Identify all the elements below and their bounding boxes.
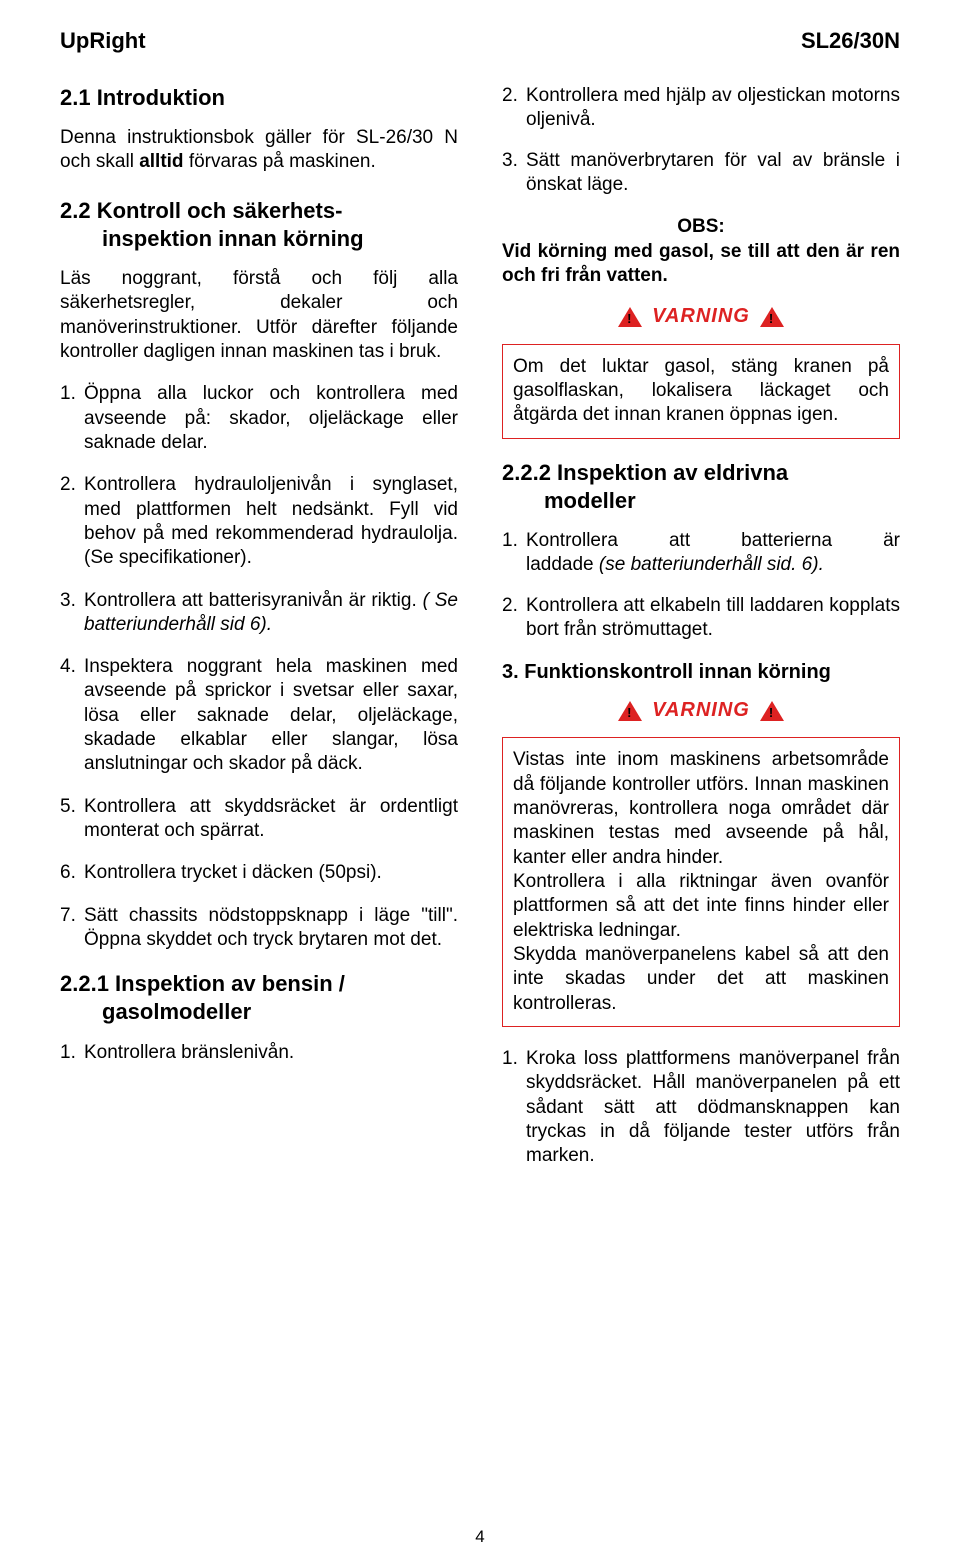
list-top-right: 2.Kontrollera med hjälp av oljestickan m… — [502, 84, 900, 197]
list-item: 1.Kontrollera att batterierna är laddade… — [502, 529, 900, 578]
obs-body: Vid körning med gasol, se till att den ä… — [502, 240, 900, 289]
heading-2-2: 2.2 Kontroll och säkerhets- inspektion i… — [60, 197, 458, 253]
list-item: 1.Kontrollera bränslenivån. — [60, 1041, 458, 1065]
heading-2-2-1-line1: 2.2.1 Inspektion av bensin / — [60, 971, 345, 996]
warning-badge-2: VARNING — [591, 698, 811, 724]
page-number: 4 — [475, 1527, 484, 1547]
list-item: 3.Sätt manöverbrytaren för val av bränsl… — [502, 149, 900, 198]
warning-triangle-icon — [618, 307, 642, 327]
list-2-2-2: 1.Kontrollera att batterierna är laddade… — [502, 529, 900, 642]
page-header: UpRight SL26/30N — [60, 28, 900, 54]
list-item: 5.Kontrollera att skyddsräcket är ordent… — [60, 795, 458, 844]
heading-2-2-line1: 2.2 Kontroll och säkerhets- — [60, 198, 342, 223]
warning-triangle-icon — [760, 307, 784, 327]
list-item: 2.Kontrollera hydrauloljenivån i synglas… — [60, 473, 458, 570]
intro-paragraph: Denna instruktionsbok gäller för SL-26/3… — [60, 126, 458, 175]
list-item: 2.Kontrollera att elkabeln till laddaren… — [502, 594, 900, 643]
warning-box-1: Om det luktar gasol, stäng kranen på gas… — [502, 344, 900, 439]
list-3: 1.Kroka loss plattformens manöverpanel f… — [502, 1047, 900, 1169]
heading-2-1: 2.1 Introduktion — [60, 84, 458, 112]
list-item: 2.Kontrollera med hjälp av oljestickan m… — [502, 84, 900, 133]
header-right: SL26/30N — [801, 28, 900, 54]
warning-box-2: Vistas inte inom maskinens arbetsområde … — [502, 737, 900, 1026]
list-item: 4.Inspektera noggrant hela maskinen med … — [60, 655, 458, 777]
obs-title: OBS: — [502, 215, 900, 239]
heading-2-2-1: 2.2.1 Inspektion av bensin / gasolmodell… — [60, 970, 458, 1026]
heading-func-control: 3. Funktionskontroll innan körning — [502, 660, 900, 686]
heading-2-2-2-line2: modeller — [502, 487, 900, 515]
warning-triangle-icon — [618, 701, 642, 721]
warning-triangle-icon — [760, 701, 784, 721]
warning-label: VARNING — [652, 698, 750, 724]
list-2-2-1: 1.Kontrollera bränslenivån. — [60, 1041, 458, 1065]
list-2-2: 1.Öppna alla luckor och kontrollera med … — [60, 382, 458, 952]
paragraph-2-2: Läs noggrant, förstå och följ alla säker… — [60, 267, 458, 364]
warning-badge-1: VARNING — [591, 304, 811, 330]
obs-block: OBS: Vid körning med gasol, se till att … — [502, 215, 900, 288]
list-item: 1.Kroka loss plattformens manöverpanel f… — [502, 1047, 900, 1169]
list-item: 6.Kontrollera trycket i däcken (50psi). — [60, 861, 458, 885]
heading-2-2-2: 2.2.2 Inspektion av eldrivna modeller — [502, 459, 900, 515]
left-column: 2.1 Introduktion Denna instruktionsbok g… — [60, 84, 458, 1186]
right-column: 2.Kontrollera med hjälp av oljestickan m… — [502, 84, 900, 1186]
heading-2-2-2-line1: 2.2.2 Inspektion av eldrivna — [502, 460, 788, 485]
heading-2-2-1-line2: gasolmodeller — [60, 998, 458, 1026]
content-columns: 2.1 Introduktion Denna instruktionsbok g… — [60, 84, 900, 1186]
heading-2-2-line2: inspektion innan körning — [60, 225, 458, 253]
list-item: 1.Öppna alla luckor och kontrollera med … — [60, 382, 458, 455]
list-item: 3.Kontrollera att batterisyranivån är ri… — [60, 589, 458, 638]
list-item: 7.Sätt chassits nödstoppsknapp i läge "t… — [60, 904, 458, 953]
header-left: UpRight — [60, 28, 146, 54]
warning-label: VARNING — [652, 304, 750, 330]
